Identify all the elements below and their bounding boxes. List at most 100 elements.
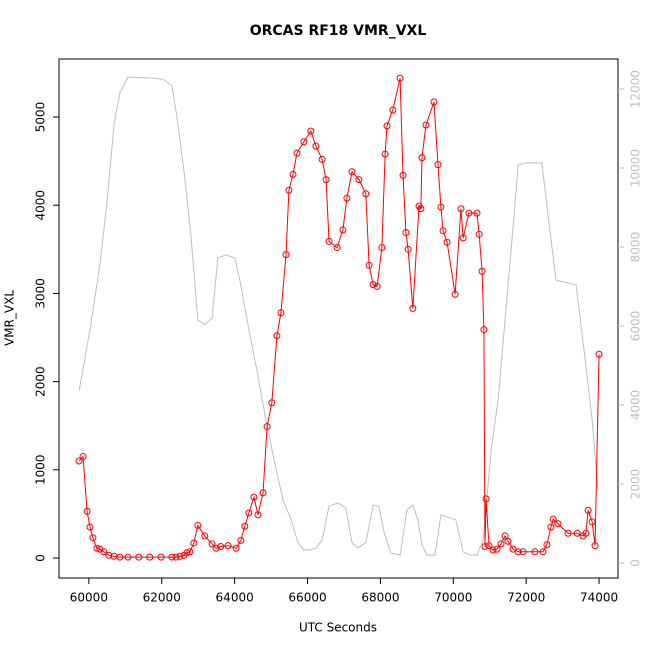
data-point [75,457,83,465]
data-point [564,529,572,537]
y-tick-label: 2000 [34,366,48,397]
data-point [312,142,320,150]
data-point [402,229,410,237]
data-point [485,542,493,550]
data-point [396,74,404,82]
data-point [389,106,397,114]
y-tick-label: 3000 [34,278,48,309]
data-point [478,267,486,275]
data-point [430,98,438,106]
data-point [224,542,232,550]
data-point [504,537,512,545]
chart-title: ORCAS RF18 VMR_VXL [250,23,427,39]
data-point [409,304,417,312]
data-point [378,244,386,252]
x-tick-label: 66000 [288,591,326,605]
data-point [451,290,459,298]
data-point [489,546,497,554]
y2-tick-label: 12000 [629,70,643,108]
data-point [183,549,191,557]
data-point [322,176,330,184]
data-point [86,523,94,531]
data-point [325,237,333,245]
data-point [584,506,592,514]
data-point [457,205,465,213]
data-point [543,541,551,549]
data-point [362,190,370,198]
data-point [588,518,596,526]
data-point [481,543,489,551]
data-point [116,553,124,561]
data-point [381,150,389,158]
data-point [473,209,481,217]
y-tick-label: 4000 [34,190,48,221]
data-point [89,534,97,542]
data-point [343,194,351,202]
data-point [539,548,547,556]
data-point [300,138,308,146]
data-point [493,545,501,553]
data-point [176,552,184,560]
series-line [78,76,599,556]
y2-tick-label: 6000 [629,311,643,342]
x-tick-label: 70000 [434,591,472,605]
x-tick-label: 64000 [216,591,254,605]
data-point [333,244,341,252]
plot-frame [58,58,619,579]
data-point [459,234,467,242]
data-point [549,515,557,523]
data-point [595,350,603,358]
x-tick-label: 60000 [70,591,108,605]
data-point [208,540,216,548]
data-point [263,423,271,431]
data-point [254,511,262,519]
y2-tick-label: 0 [629,559,643,567]
data-point [93,544,101,552]
data-point [237,536,245,544]
data-point [355,176,363,184]
y2-tick-label: 10000 [629,149,643,187]
data-point [100,548,108,556]
data-point [135,553,143,561]
series-line [78,78,600,558]
data-point [383,122,391,130]
data-point [124,553,132,561]
data-point [245,509,253,517]
data-point [554,520,562,528]
data-point [480,326,488,334]
y-tick-label: 5000 [34,102,48,133]
data-point [531,548,539,556]
data-point [369,281,377,289]
data-point [293,149,301,157]
x-tick-label: 72000 [507,591,545,605]
data-point [289,170,297,178]
data-point [250,493,258,501]
data-point [434,161,442,169]
data-point [212,544,220,552]
data-point [348,168,356,176]
data-point [318,155,326,163]
data-point [482,495,490,503]
data-point [547,523,555,531]
data-point [105,551,113,559]
x-tick-label: 62000 [143,591,181,605]
y2-tick-label: 4000 [629,390,643,421]
data-point [422,121,430,129]
data-point [497,540,505,548]
y-axis-label: VMR_VXL [3,290,17,346]
data-point [573,529,581,537]
data-point [443,238,451,246]
data-point [268,399,276,407]
data-point [190,539,198,547]
data-point [201,532,209,540]
data-point [514,548,522,556]
data-point [307,127,315,135]
data-point [168,553,176,561]
data-point [79,453,87,461]
data-point [217,543,225,551]
data-point [194,521,202,529]
data-point [273,332,281,340]
data-point [172,553,180,561]
data-point [399,171,407,179]
